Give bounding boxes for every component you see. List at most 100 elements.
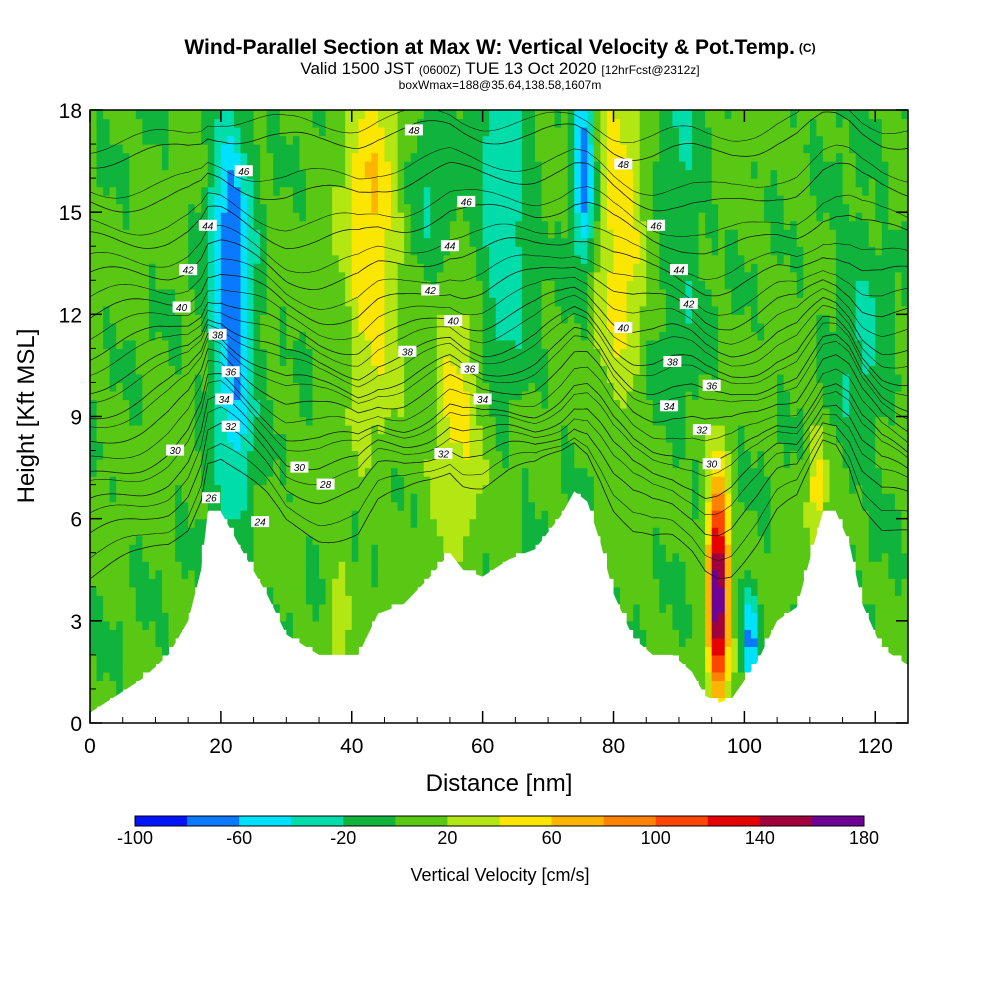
velocity-cell bbox=[384, 595, 392, 605]
velocity-cell bbox=[384, 305, 392, 315]
velocity-cell bbox=[96, 339, 104, 349]
velocity-cell bbox=[358, 229, 366, 239]
velocity-cell bbox=[358, 390, 366, 401]
velocity-cell bbox=[358, 135, 366, 145]
velocity-cell bbox=[286, 603, 294, 613]
velocity-cell bbox=[639, 127, 647, 137]
velocity-cell bbox=[188, 586, 196, 596]
velocity-cell bbox=[148, 518, 157, 528]
velocity-cell bbox=[541, 518, 549, 528]
velocity-cell bbox=[332, 646, 340, 656]
velocity-cell bbox=[116, 220, 124, 230]
velocity-cell bbox=[286, 442, 294, 452]
velocity-cell bbox=[384, 382, 392, 392]
velocity-cell bbox=[253, 535, 261, 545]
velocity-cell bbox=[646, 501, 654, 511]
velocity-cell bbox=[319, 510, 327, 520]
velocity-cell bbox=[142, 493, 150, 503]
velocity-cell bbox=[449, 433, 458, 443]
velocity-cell bbox=[116, 203, 124, 213]
velocity-cell bbox=[148, 356, 157, 367]
velocity-cell bbox=[181, 271, 189, 281]
velocity-cell bbox=[646, 603, 654, 613]
velocity-cell bbox=[410, 433, 418, 443]
velocity-cell bbox=[188, 544, 196, 554]
velocity-cell bbox=[417, 373, 425, 384]
velocity-cell bbox=[436, 169, 444, 179]
velocity-cell bbox=[332, 322, 340, 332]
velocity-cell bbox=[476, 450, 484, 460]
velocity-cell bbox=[351, 433, 359, 443]
velocity-cell bbox=[96, 178, 104, 188]
velocity-cell bbox=[436, 535, 444, 545]
velocity-cell bbox=[299, 544, 307, 554]
velocity-cell bbox=[528, 280, 536, 290]
velocity-cell bbox=[273, 450, 281, 460]
velocity-cell bbox=[443, 110, 451, 120]
velocity-cell bbox=[161, 254, 170, 264]
velocity-cell bbox=[620, 203, 628, 213]
velocity-cell bbox=[312, 161, 320, 171]
velocity-cell bbox=[129, 629, 137, 639]
velocity-cell bbox=[391, 476, 399, 486]
velocity-cell bbox=[626, 203, 634, 213]
velocity-cell bbox=[135, 663, 143, 673]
velocity-cell bbox=[266, 169, 274, 179]
velocity-cell bbox=[122, 373, 130, 384]
velocity-cell bbox=[233, 178, 242, 188]
velocity-cell bbox=[508, 331, 516, 341]
velocity-cell bbox=[384, 433, 392, 443]
velocity-cell bbox=[122, 118, 130, 128]
velocity-cell bbox=[495, 518, 503, 528]
velocity-cell bbox=[567, 246, 575, 256]
velocity-cell bbox=[600, 407, 608, 418]
velocity-cell bbox=[574, 254, 582, 264]
velocity-cell bbox=[135, 612, 143, 622]
velocity-cell bbox=[600, 195, 608, 205]
velocity-cell bbox=[194, 390, 202, 401]
velocity-cell bbox=[443, 348, 451, 358]
velocity-cell bbox=[456, 280, 464, 290]
velocity-cell bbox=[515, 152, 523, 162]
velocity-cell bbox=[345, 416, 353, 426]
velocity-cell bbox=[548, 254, 556, 264]
velocity-cell bbox=[135, 586, 143, 596]
velocity-cell bbox=[456, 348, 464, 358]
velocity-cell bbox=[168, 544, 176, 554]
velocity-cell bbox=[332, 365, 340, 375]
velocity-cell bbox=[567, 348, 575, 358]
velocity-cell bbox=[188, 373, 196, 384]
velocity-cell bbox=[96, 373, 104, 384]
velocity-cell bbox=[358, 271, 366, 281]
velocity-cell bbox=[371, 186, 379, 196]
velocity-cell bbox=[502, 493, 510, 503]
velocity-cell bbox=[482, 382, 490, 392]
velocity-cell bbox=[476, 220, 484, 230]
velocity-cell bbox=[502, 459, 510, 469]
velocity-cell bbox=[626, 229, 634, 239]
velocity-cell bbox=[260, 127, 268, 137]
velocity-cell bbox=[626, 212, 634, 222]
velocity-cell bbox=[391, 195, 399, 205]
velocity-cell bbox=[305, 305, 314, 315]
velocity-cell bbox=[90, 442, 98, 452]
velocity-cell bbox=[194, 527, 202, 537]
velocity-cell bbox=[214, 127, 222, 137]
velocity-cell bbox=[273, 246, 281, 256]
velocity-cell bbox=[528, 535, 536, 545]
velocity-cell bbox=[593, 467, 602, 477]
velocity-cell bbox=[161, 382, 170, 392]
utc-time: (0600Z) bbox=[418, 63, 461, 77]
velocity-cell bbox=[96, 603, 104, 613]
velocity-cell bbox=[233, 484, 242, 494]
velocity-cell bbox=[325, 322, 333, 332]
velocity-cell bbox=[410, 476, 418, 486]
velocity-cell bbox=[201, 144, 209, 154]
velocity-cell bbox=[129, 373, 137, 384]
velocity-cell bbox=[279, 322, 287, 332]
velocity-cell bbox=[613, 586, 621, 596]
velocity-cell bbox=[443, 399, 451, 409]
velocity-cell bbox=[377, 416, 386, 426]
velocity-cell bbox=[260, 569, 268, 579]
velocity-cell bbox=[168, 186, 176, 196]
